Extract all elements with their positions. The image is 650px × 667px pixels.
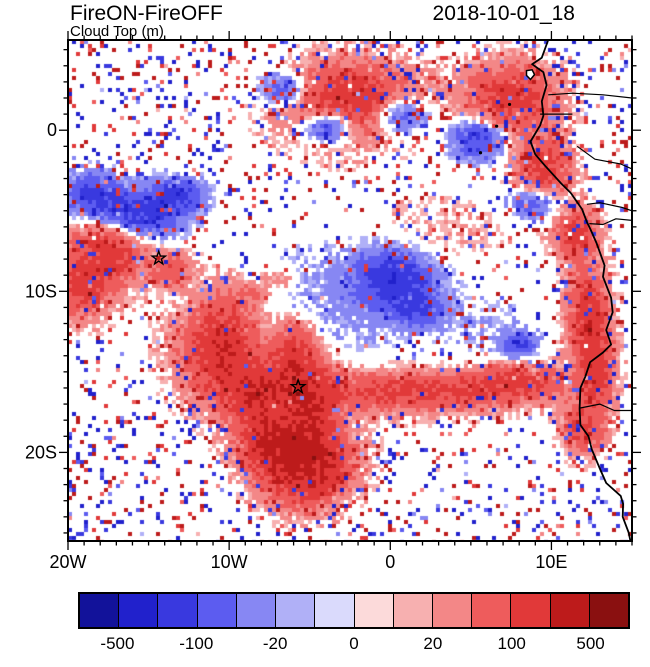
colorbar-tick-label: 100: [497, 634, 526, 653]
colorbar-tick-label: 20: [423, 634, 443, 653]
colorbar-cell: [472, 594, 512, 627]
x-tick-label: 10W: [211, 552, 248, 572]
colorbar-cell: [80, 594, 120, 627]
plot-subtitle: Cloud Top (m): [70, 23, 164, 40]
colorbar-labels: -500 -100 -20 0 20 100 500: [78, 634, 630, 656]
colorbar-cell: [550, 594, 590, 627]
colorbar-cell: [236, 594, 277, 627]
colorbar-tick-label: -100: [179, 634, 214, 653]
colorbar-cell: [158, 594, 198, 627]
y-tick-label: 20S: [25, 442, 57, 462]
colorbar-cell: [589, 594, 629, 627]
plot-datetime: 2018-10-01_18: [432, 2, 575, 25]
colorbar-tick-label: 0: [349, 634, 359, 653]
colorbar-cell: [119, 594, 159, 627]
colorbar-cell: [393, 594, 433, 627]
colorbar-cell: [432, 594, 473, 627]
colorbar-cell: [197, 594, 237, 627]
colorbar-tick-label: -20: [262, 634, 288, 653]
x-tick-label: 0: [385, 552, 395, 572]
y-tick-label: 0: [47, 120, 57, 140]
colorbar-cell: [315, 594, 355, 627]
map-field-canvas: [68, 40, 632, 541]
colorbar-cell: [276, 594, 316, 627]
x-tick-label: 20W: [49, 552, 86, 572]
x-tick-label: 10E: [535, 552, 567, 572]
plot-title: FireON-FireOFF: [70, 2, 223, 25]
colorbar-tick-label: -500: [100, 634, 135, 653]
colorbar-tick-label: 500: [576, 634, 605, 653]
colorbar-cell: [354, 594, 394, 627]
colorbar: [78, 592, 630, 629]
colorbar-cell: [511, 594, 551, 627]
y-tick-label: 10S: [25, 281, 57, 301]
